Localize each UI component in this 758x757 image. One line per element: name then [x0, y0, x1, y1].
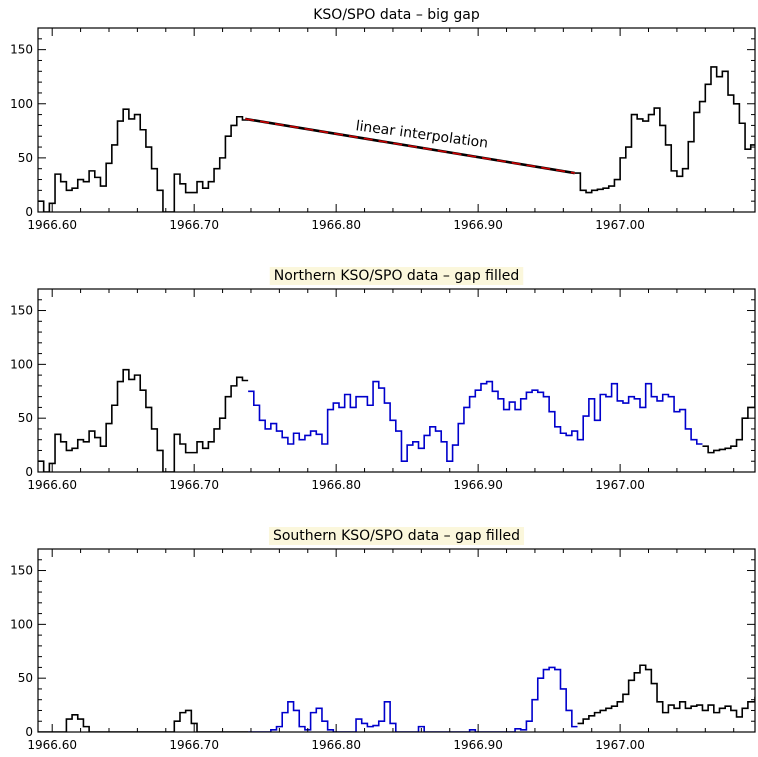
x-tick-label: 1967.00 [595, 218, 645, 232]
x-tick-label: 1966.90 [453, 218, 503, 232]
series-line-2 [574, 66, 755, 194]
chart-title: Southern KSO/SPO data – gap filled [273, 528, 520, 544]
series-line-1 [38, 108, 249, 212]
x-tick-label: 1966.70 [169, 738, 219, 752]
series-line-2 [248, 380, 703, 463]
x-tick-label: 1967.00 [595, 738, 645, 752]
y-tick-label: 0 [25, 725, 33, 739]
y-tick-label: 100 [10, 97, 33, 111]
title-highlight [269, 267, 524, 285]
x-tick-label: 1966.70 [169, 478, 219, 492]
x-tick-label: 1966.60 [27, 218, 77, 232]
series-line-3 [702, 374, 755, 454]
series-line-1 [38, 368, 249, 472]
series-group [38, 664, 755, 732]
series-line-4 [245, 118, 575, 174]
x-tick-label: 1966.70 [169, 218, 219, 232]
chart-panel-1: KSO/SPO data – big gap 1966.60 1966.70 1966… [10, 7, 756, 232]
y-tick-label: 150 [10, 43, 33, 57]
series-group [38, 66, 755, 212]
x-tick-label: 1966.60 [27, 738, 77, 752]
x-tick-label: 1966.90 [453, 478, 503, 492]
axes-frame [37, 27, 756, 213]
y-tick-label: 0 [25, 465, 33, 479]
axes-frame [37, 548, 756, 733]
x-tick-label: 1966.90 [453, 738, 503, 752]
series-group [38, 368, 755, 472]
series-line-3 [577, 664, 755, 725]
y-tick-label: 50 [18, 411, 33, 425]
y-tick-label: 100 [10, 617, 33, 631]
y-tick-label: 100 [10, 357, 33, 371]
x-tick-label: 1966.80 [311, 738, 361, 752]
x-tick-label: 1967.00 [595, 478, 645, 492]
series-line-2 [248, 666, 578, 732]
title-highlight [268, 527, 525, 545]
y-tick-label: 0 [25, 205, 33, 219]
y-tick-label: 150 [10, 304, 33, 318]
chart-title: KSO/SPO data – big gap [313, 7, 480, 23]
chart-title: Northern KSO/SPO data – gap filled [274, 268, 520, 284]
chart-panel-2: Northern KSO/SPO data – gap filled 1966.6… [10, 267, 756, 492]
y-tick-label: 50 [18, 151, 33, 165]
axes-frame [37, 288, 756, 473]
chart-panel-3: Southern KSO/SPO data – gap filled 1966.6… [10, 527, 756, 752]
y-tick-label: 150 [10, 564, 33, 578]
series-line-1 [38, 709, 249, 732]
x-tick-label: 1966.80 [311, 218, 361, 232]
y-tick-label: 50 [18, 671, 33, 685]
x-tick-label: 1966.60 [27, 478, 77, 492]
x-tick-label: 1966.80 [311, 478, 361, 492]
